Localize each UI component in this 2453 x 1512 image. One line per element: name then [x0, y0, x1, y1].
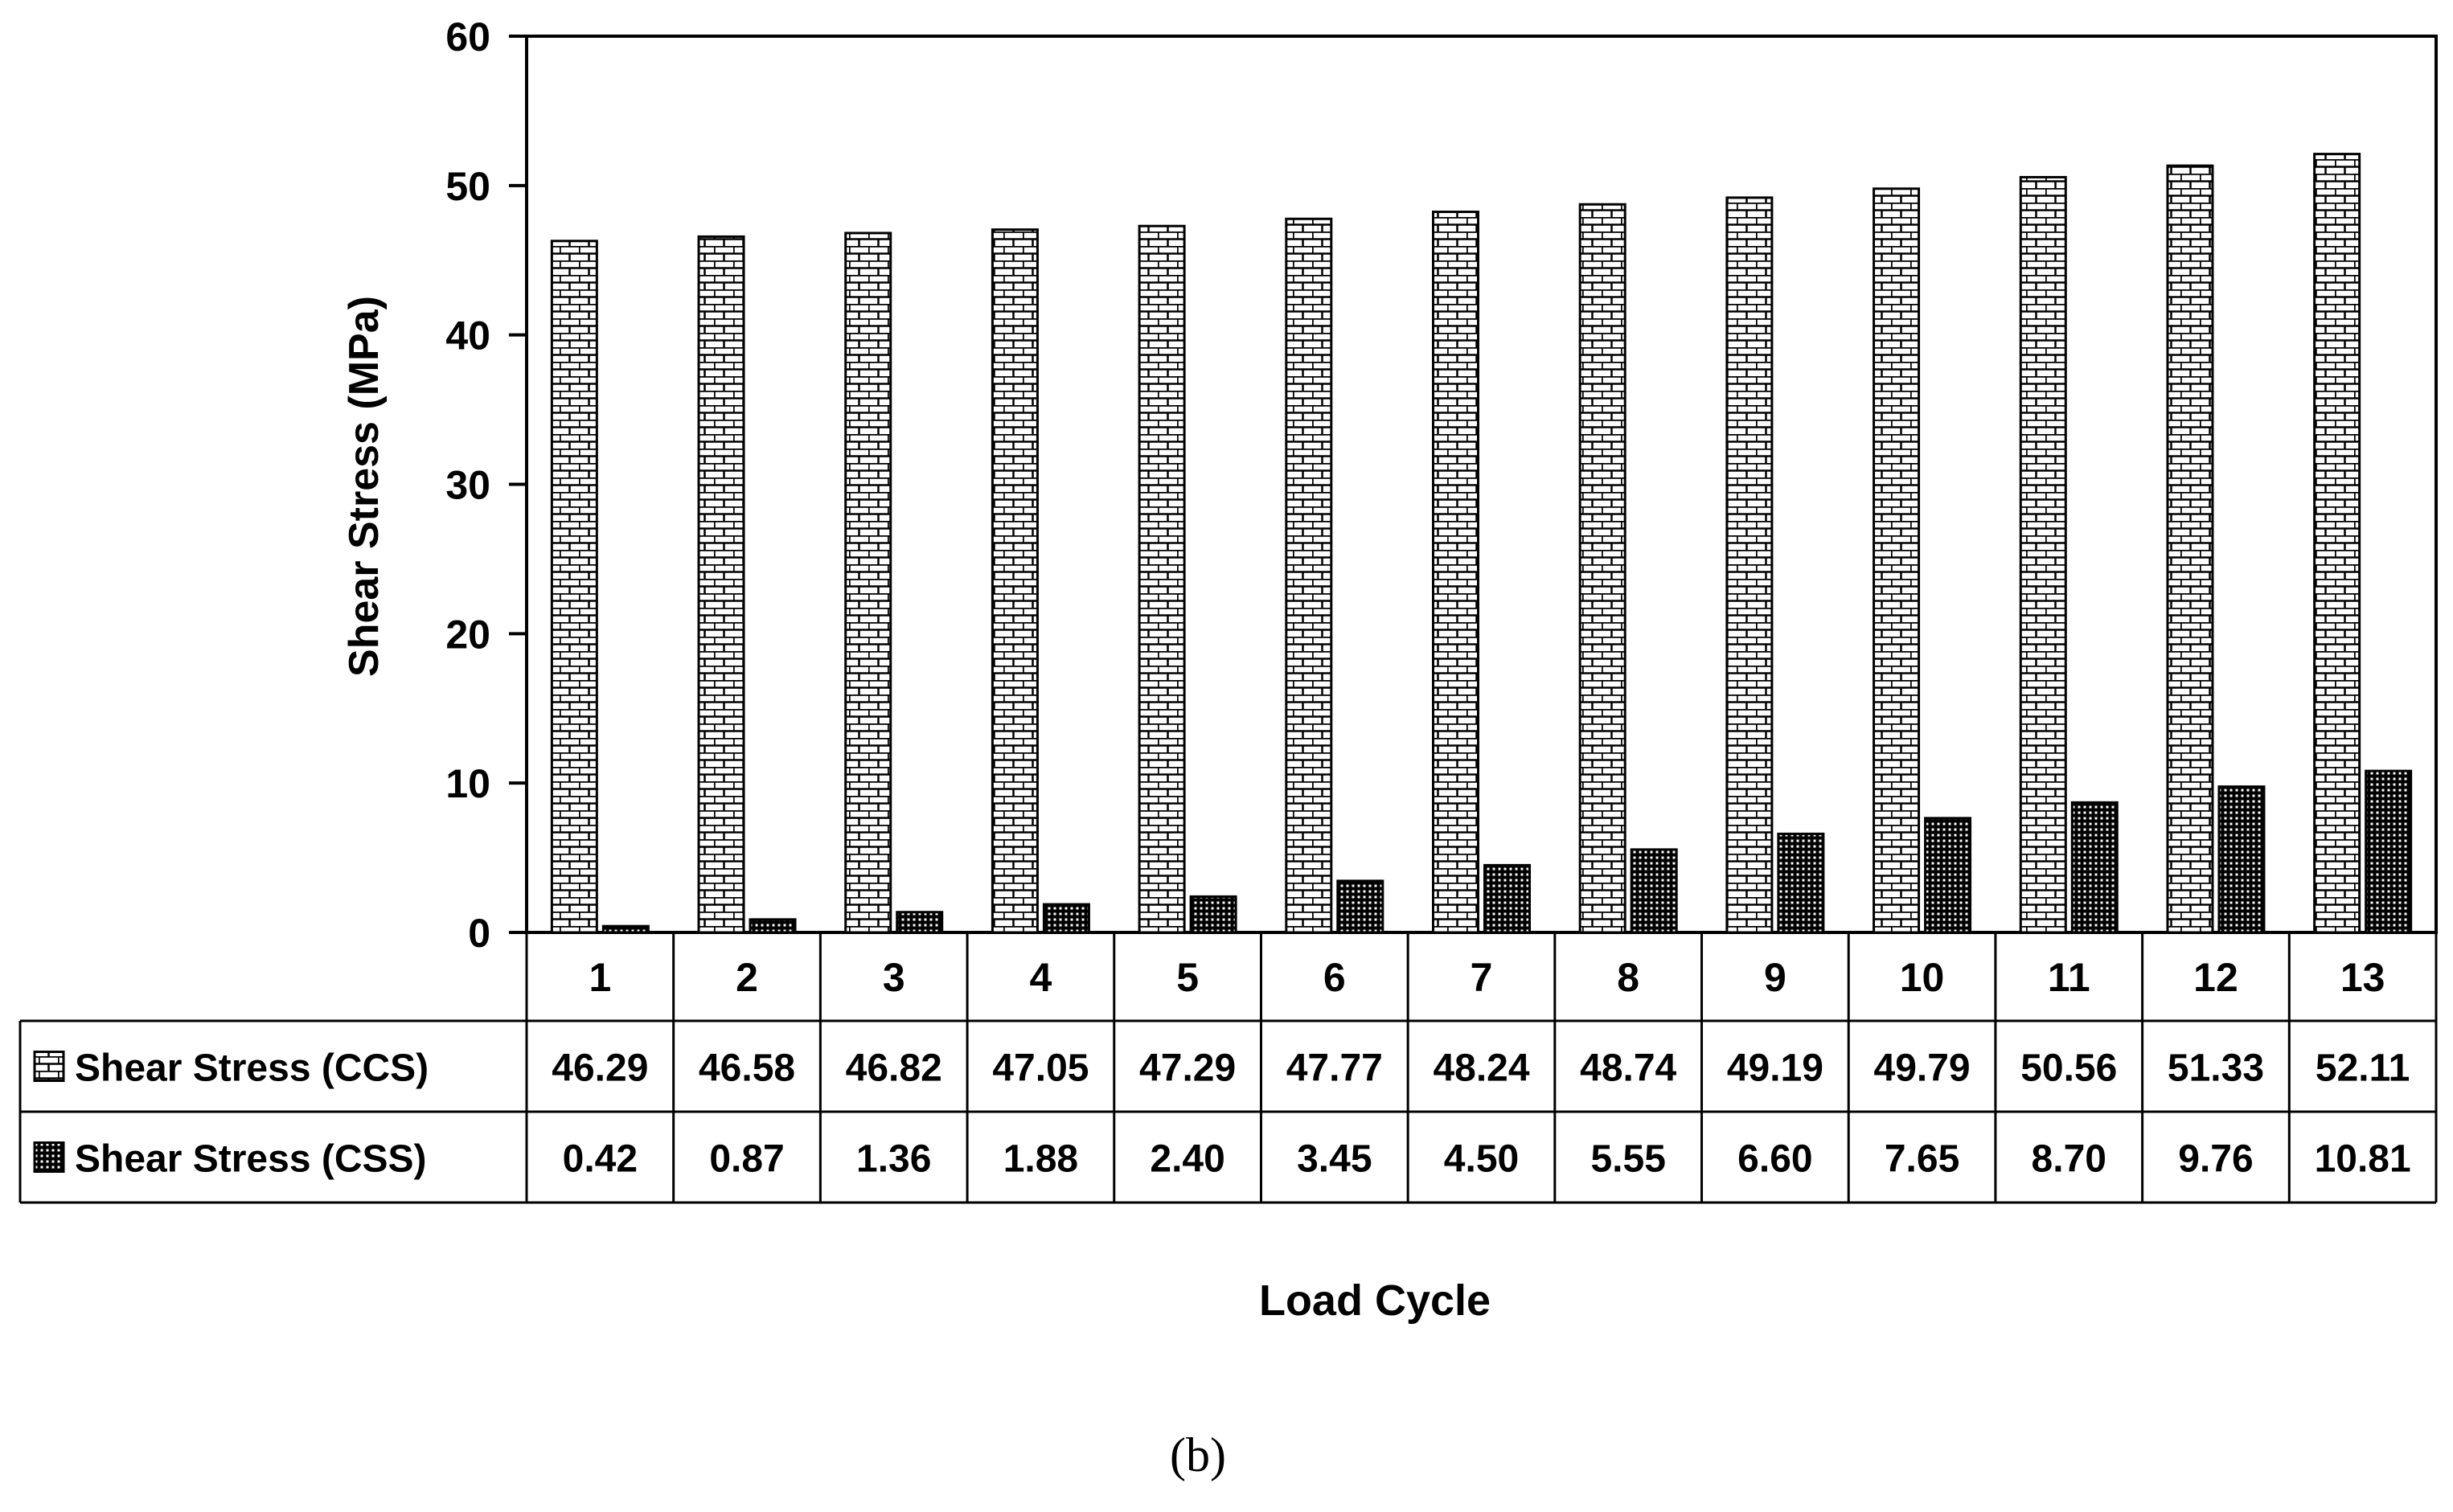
y-tick-label: 60 — [445, 14, 490, 59]
y-tick-label: 20 — [445, 612, 490, 657]
y-tick-label: 50 — [445, 164, 490, 209]
plot-frame — [525, 35, 2438, 934]
y-tick-label: 0 — [468, 911, 490, 956]
bar-css — [1189, 895, 1237, 934]
x-category-label: 2 — [736, 955, 758, 1000]
x-axis-label: Load Cycle — [1259, 1276, 1491, 1325]
data-label-css: 9.76 — [2178, 1138, 2253, 1181]
data-label-ccs: 47.77 — [1286, 1047, 1383, 1090]
bar-ccs — [1285, 217, 1333, 934]
data-label-ccs: 46.58 — [699, 1047, 795, 1090]
x-category-label: 6 — [1323, 955, 1346, 1000]
data-label-css: 3.45 — [1297, 1138, 1372, 1181]
legend-label-css: Shear Stress (CSS) — [75, 1138, 427, 1181]
data-label-css: 8.70 — [2032, 1138, 2106, 1181]
bar-ccs — [697, 235, 745, 934]
y-axis-label: Shear Stress (MPa) — [341, 296, 388, 677]
data-label-css: 1.88 — [1003, 1138, 1078, 1181]
bar-ccs — [844, 232, 892, 934]
bar-css — [1336, 879, 1384, 934]
data-label-ccs: 49.19 — [1727, 1047, 1823, 1090]
data-label-ccs: 50.56 — [2020, 1047, 2117, 1090]
bar-css — [2365, 769, 2413, 934]
x-category-label: 4 — [1030, 955, 1052, 1000]
data-label-css: 7.65 — [1885, 1138, 1959, 1181]
data-label-ccs: 46.82 — [846, 1047, 942, 1090]
legend-label-ccs: Shear Stress (CCS) — [75, 1047, 429, 1090]
plot-area-border — [525, 35, 2438, 934]
data-label-ccs: 47.29 — [1139, 1047, 1236, 1090]
bar-css — [1630, 848, 1678, 934]
legend-key-ccs — [33, 1051, 65, 1082]
data-label-ccs: 47.05 — [992, 1047, 1089, 1090]
bar-ccs — [1138, 224, 1186, 934]
data-label-ccs: 46.29 — [552, 1047, 648, 1090]
x-category-label: 9 — [1764, 955, 1786, 1000]
x-category-label: 7 — [1471, 955, 1493, 1000]
data-label-ccs: 48.74 — [1580, 1047, 1676, 1090]
data-label-ccs: 51.33 — [2168, 1047, 2264, 1090]
x-category-label: 13 — [2340, 955, 2385, 1000]
x-category-label: 1 — [589, 955, 611, 1000]
data-label-css: 5.55 — [1590, 1138, 1665, 1181]
x-category-label: 8 — [1617, 955, 1639, 1000]
bar-css — [749, 918, 797, 934]
bar-ccs — [1432, 211, 1479, 934]
data-label-ccs: 48.24 — [1433, 1047, 1529, 1090]
bar-css — [1042, 903, 1090, 934]
bar-css — [1483, 863, 1531, 934]
bar-css — [601, 924, 650, 934]
x-category-label: 11 — [2048, 955, 2090, 1000]
x-category-label: 5 — [1176, 955, 1199, 1000]
bar-ccs — [550, 240, 598, 934]
bar-css — [896, 911, 944, 934]
data-label-css: 2.40 — [1150, 1138, 1224, 1181]
bar-ccs — [1725, 196, 1774, 934]
data-label-css: 4.50 — [1444, 1138, 1519, 1181]
figure-caption: (b) — [1170, 1428, 1226, 1481]
y-tick-label: 10 — [445, 761, 490, 806]
data-label-css: 6.60 — [1737, 1138, 1812, 1181]
y-tick-label: 30 — [445, 463, 490, 508]
legend-key-css — [33, 1141, 65, 1173]
bar-ccs — [2313, 153, 2361, 934]
bar-ccs — [2166, 164, 2214, 934]
data-label-css: 1.36 — [856, 1138, 931, 1181]
data-label-css: 10.81 — [2315, 1138, 2411, 1181]
bar-css — [1924, 817, 1972, 934]
bars — [550, 153, 2413, 934]
x-category-label: 12 — [2193, 955, 2238, 1000]
bar-css — [2070, 801, 2119, 934]
bar-ccs — [991, 228, 1039, 934]
bar-css — [1777, 832, 1825, 934]
bar-ccs — [1873, 187, 1921, 934]
data-label-ccs: 52.11 — [2316, 1047, 2410, 1090]
x-category-label: 10 — [1900, 955, 1945, 1000]
bar-css — [2217, 785, 2266, 934]
y-tick-label: 40 — [445, 313, 490, 359]
x-category-label: 3 — [883, 955, 905, 1000]
data-label-css: 0.87 — [709, 1138, 784, 1181]
bar-ccs — [1578, 203, 1626, 934]
y-axis: 0 10 20 30 40 50 60 — [445, 14, 527, 956]
bar-ccs — [2019, 175, 2067, 934]
data-label-css: 0.42 — [563, 1138, 638, 1181]
data-label-ccs: 49.79 — [1874, 1047, 1971, 1090]
